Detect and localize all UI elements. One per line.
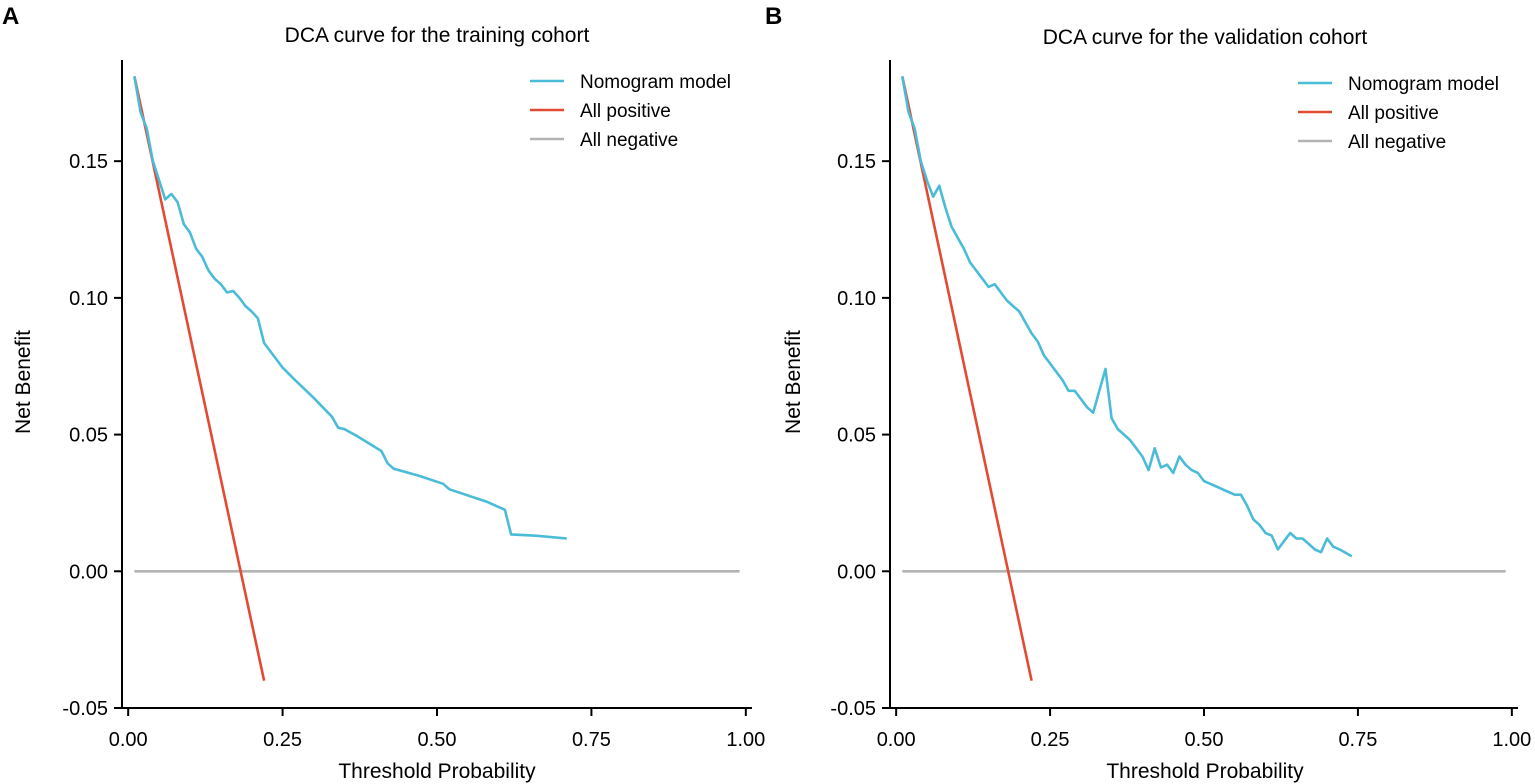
- plot-area: [901, 76, 1506, 681]
- y-tick-label: 0.00: [837, 561, 876, 583]
- legend-label-all-positive: All positive: [580, 101, 671, 122]
- legend: Nomogram model All positive All negative: [530, 72, 731, 151]
- panel-a: A DCA curve for the training cohort Thre…: [2, 3, 765, 783]
- y-tick-label: 0.00: [69, 561, 108, 583]
- x-tick-label: 0.50: [1185, 729, 1224, 751]
- panel-letter: A: [2, 3, 19, 30]
- axes: -0.050.000.050.100.150.00 0.25 0.50 0.75 1.0…: [830, 60, 1531, 751]
- y-axis-label: Net Benefit: [12, 330, 35, 434]
- y-tick-label: 0.10: [69, 288, 108, 310]
- x-tick-label: 0.50: [418, 729, 457, 751]
- y-tick-label: -0.05: [830, 698, 876, 720]
- legend-label-nomogram-model: Nomogram model: [580, 72, 731, 93]
- y-axis-label: Net Benefit: [782, 330, 805, 434]
- x-tick-label: 1.00: [1492, 729, 1531, 751]
- x-tick-label: 0.25: [263, 729, 302, 751]
- series-line-all-positive: [133, 76, 266, 681]
- legend-label-all-negative: All negative: [1348, 132, 1446, 153]
- axes: -0.050.000.050.100.150.00 0.25 0.50 0.75 1.0…: [62, 60, 765, 751]
- panel-letter: B: [765, 3, 782, 30]
- series-line-nomogram-model: [133, 76, 567, 540]
- legend: Nomogram model All positive All negative: [1298, 74, 1499, 153]
- x-tick-label: 0.25: [1031, 729, 1070, 751]
- series-line-nomogram-model: [901, 76, 1353, 558]
- legend-label-all-negative: All negative: [580, 130, 678, 151]
- y-tick-label: 0.05: [837, 425, 876, 447]
- y-tick-label: 0.10: [837, 288, 876, 310]
- x-tick-label: 0.75: [1338, 729, 1377, 751]
- y-tick-label: 0.15: [69, 151, 108, 173]
- series-line-all-positive: [901, 76, 1033, 681]
- plot-area: [133, 76, 740, 681]
- chart-title: DCA curve for the training cohort: [285, 24, 590, 47]
- legend-label-nomogram-model: Nomogram model: [1348, 74, 1499, 95]
- panel-b: B DCA curve for the validation cohort Th…: [765, 3, 1531, 783]
- y-tick-label: 0.15: [837, 151, 876, 173]
- legend-label-all-positive: All positive: [1348, 103, 1439, 124]
- x-tick-label: 1.00: [726, 729, 765, 751]
- x-axis-label: Threshold Probability: [1106, 760, 1304, 783]
- x-axis-label: Threshold Probability: [338, 760, 536, 783]
- chart-title: DCA curve for the validation cohort: [1043, 26, 1368, 49]
- x-tick-label: 0.00: [877, 729, 916, 751]
- x-tick-label: 0.00: [109, 729, 148, 751]
- x-tick-label: 0.75: [572, 729, 611, 751]
- y-tick-label: -0.05: [62, 698, 108, 720]
- y-tick-label: 0.05: [69, 425, 108, 447]
